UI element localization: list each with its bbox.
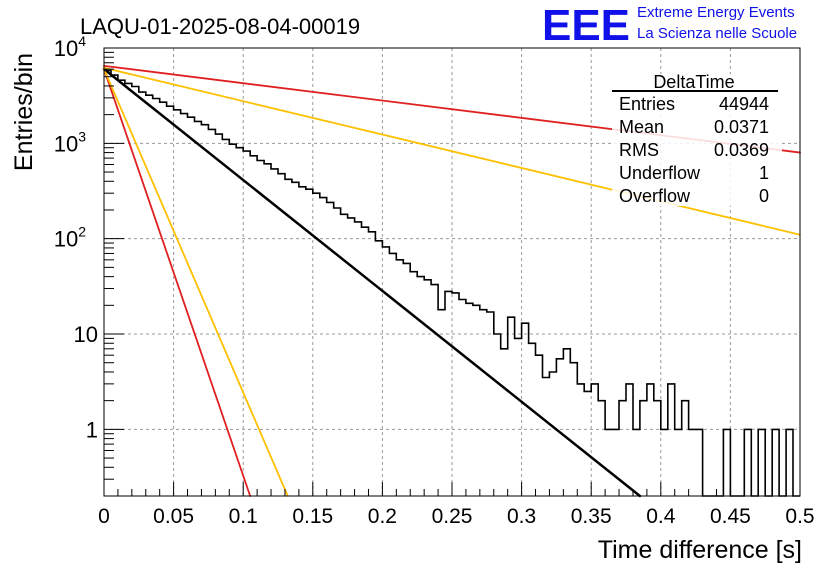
x-tick-label: 0.25 — [432, 505, 473, 528]
y-tick-label: 103 — [54, 128, 86, 156]
logo-line-2: La Scienza nelle Scuole — [637, 25, 797, 42]
run-title: LAQU-01-2025-08-04-00019 — [80, 14, 360, 39]
x-tick-label: 0.1 — [229, 505, 258, 528]
y-tick-label: 1 — [86, 417, 98, 442]
logo-line-1: Extreme Energy Events — [637, 4, 795, 21]
x-tick-label: 0.5 — [785, 505, 814, 528]
y-tick-label: 104 — [54, 33, 86, 61]
x-tick-label: 0.35 — [571, 505, 612, 528]
stats-label-rms: RMS — [619, 140, 659, 160]
x-tick-label: 0.3 — [507, 505, 536, 528]
y-axis-label: Entries/bin — [10, 53, 38, 171]
stats-label-entries: Entries — [619, 94, 675, 114]
stats-label-overflow: Overflow — [619, 186, 691, 206]
fit-curve — [103, 68, 252, 497]
stats-value-underflow: 1 — [759, 163, 769, 183]
x-axis-label: Time difference [s] — [598, 536, 802, 564]
fit-curve — [103, 68, 289, 497]
stats-value-rms: 0.0369 — [714, 140, 769, 160]
stats-value-mean: 0.0371 — [714, 117, 769, 137]
x-tick-label: 0.2 — [368, 505, 397, 528]
eee-logo-text: EEE — [542, 1, 630, 50]
x-tick-labels: 0 0.05 0.1 0.15 0.2 0.25 0.3 0.35 0.4 0.45 0.5 — [98, 505, 814, 528]
y-tick-label: 102 — [54, 224, 86, 252]
stats-value-entries: 44944 — [719, 94, 769, 114]
histogram — [104, 69, 800, 497]
grid — [104, 48, 800, 496]
y-tick-labels: 1 10 102 103 104 — [54, 33, 98, 442]
x-tick-label: 0.15 — [292, 505, 333, 528]
stats-box: DeltaTime Entries 44944 Mean 0.0371 RMS … — [612, 72, 782, 206]
x-tick-label: 0.05 — [153, 505, 194, 528]
stats-label-underflow: Underflow — [619, 163, 701, 183]
fit-curve — [102, 67, 642, 498]
stats-label-mean: Mean — [619, 117, 664, 137]
x-tick-label: 0.4 — [646, 505, 676, 528]
histogram-outline — [104, 69, 800, 497]
fit-curve — [103, 66, 801, 236]
x-tick-label: 0 — [98, 505, 110, 528]
x-tick-label: 0.45 — [710, 505, 751, 528]
eee-logo: EEE Extreme Energy Events La Scienza nel… — [542, 1, 797, 50]
axis-ticks — [103, 47, 801, 497]
stats-box-background — [612, 74, 782, 206]
stats-value-overflow: 0 — [759, 186, 769, 206]
y-tick-label: 10 — [74, 322, 98, 347]
stats-title: DeltaTime — [653, 72, 734, 92]
